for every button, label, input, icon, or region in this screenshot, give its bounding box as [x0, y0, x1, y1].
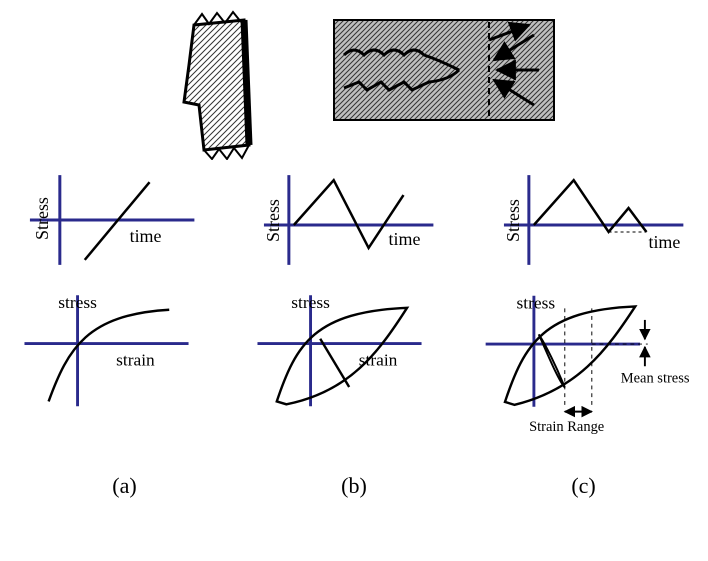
plot-b-stress-time: Stress time	[249, 170, 448, 280]
xlabel-time: time	[648, 232, 680, 252]
xlabel-time: time	[130, 226, 162, 246]
ylabel-stress: Stress	[503, 199, 523, 242]
plot-c-stress-strain: stress Mean stress Strain Range	[476, 288, 698, 458]
sketch-row	[10, 10, 698, 160]
plot-c-stress-time: Stress time	[489, 170, 698, 280]
ylabel-stress: Stress	[263, 199, 283, 242]
plot-b-stress-strain: stress strain	[243, 288, 436, 428]
caption-a: (a)	[112, 473, 136, 499]
label-mean-stress: Mean stress	[621, 371, 690, 387]
sketch-crack-tip	[329, 10, 559, 130]
caption-b: (b)	[341, 473, 367, 499]
xlabel-time: time	[389, 229, 421, 249]
ylabel-stress: stress	[58, 293, 97, 312]
plot-a-stress-strain: stress strain	[10, 288, 203, 428]
caption-c: (c)	[571, 473, 595, 499]
ylabel-stress: stress	[291, 293, 330, 312]
stress-strain-row: stress strain stress strain stress	[10, 288, 698, 458]
ylabel-stress: stress	[517, 293, 556, 312]
sketch-fracture-surface	[149, 10, 289, 160]
plot-a-stress-time: Stress time	[10, 170, 209, 280]
label-strain-range: Strain Range	[529, 419, 604, 435]
stress-time-row: Stress time Stress time Stress time	[10, 170, 698, 280]
caption-row: (a) (b) (c)	[10, 473, 698, 499]
ylabel-stress: Stress	[32, 197, 52, 240]
xlabel-strain: strain	[359, 351, 398, 370]
xlabel-strain: strain	[116, 351, 155, 370]
